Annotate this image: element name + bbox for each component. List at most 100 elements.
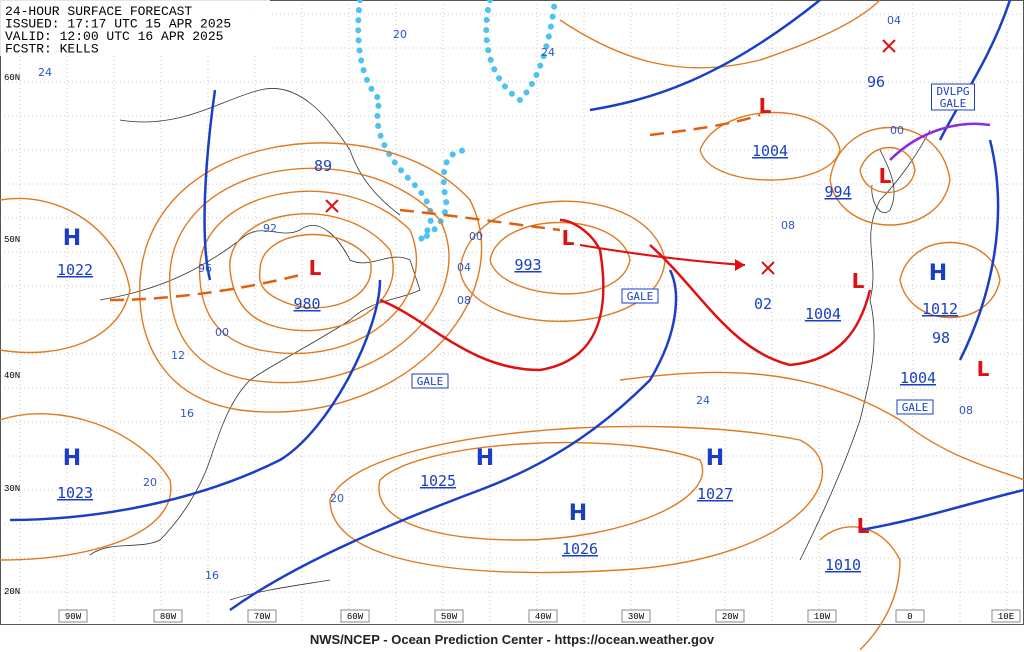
lon-label-box (58, 609, 88, 623)
high-pressure: 1027 (697, 485, 733, 503)
cold-front (203, 89, 217, 281)
high-symbol: H (63, 446, 81, 471)
lat-label: 20N (4, 587, 20, 597)
low-symbol: L (857, 514, 870, 538)
high-symbol: H (706, 446, 724, 471)
footer: NWS/NCEP - Ocean Prediction Center - htt… (310, 632, 715, 647)
lon-label-box (895, 609, 925, 623)
cold-front (229, 269, 678, 612)
low-symbol: L (562, 226, 575, 250)
pressure-label: 02 (754, 295, 772, 313)
lon-label: 60W (347, 612, 364, 622)
lon-label-box (153, 609, 183, 623)
lon-label-box (434, 609, 464, 623)
pressure-label: 98 (932, 329, 950, 347)
low-pressure: 1004 (900, 369, 936, 387)
cold-front (958, 139, 1000, 361)
coastlines (89, 88, 931, 601)
occluded-front (889, 122, 991, 161)
warm-front (649, 244, 872, 367)
lat-label: 50N (4, 235, 20, 245)
low-pressure: 1010 (825, 556, 861, 574)
isobar-label: 08 (457, 294, 471, 307)
low-symbol: L (879, 164, 892, 188)
isobar-label: 08 (781, 219, 795, 232)
lon-label: 10E (998, 612, 1014, 622)
low-pressure: 1004 (752, 142, 788, 160)
ice-edge (355, 0, 558, 243)
high-pressure: 1023 (57, 484, 93, 502)
lon-label: 70W (254, 612, 271, 622)
low-symbol: L (759, 94, 772, 118)
lon-label-box (991, 609, 1021, 623)
low-symbol: L (309, 256, 322, 280)
lat-label: 30N (4, 484, 20, 494)
isobar-label: 92 (263, 222, 277, 235)
lon-label: 80W (160, 612, 177, 622)
warning-box (621, 288, 659, 304)
isobar-label: 04 (457, 261, 471, 274)
warm-front (379, 218, 605, 372)
future-position (325, 39, 896, 275)
pressure-label: 96 (867, 73, 885, 91)
high-symbol: H (569, 501, 587, 526)
isobar-label: 96 (198, 262, 212, 275)
isobar-label: 08 (959, 404, 973, 417)
isobar-label: 00 (890, 124, 904, 137)
low-symbol: L (977, 357, 990, 381)
track-arrow (579, 244, 746, 266)
trough (649, 113, 761, 137)
lon-label: 30W (628, 612, 645, 622)
lon-label: 20W (722, 612, 739, 622)
isobar-label: 00 (215, 326, 229, 339)
low-pressure: 1004 (805, 305, 841, 323)
labels: H1022H1023H1025H1026H1027H1012L980L993L1… (38, 14, 990, 582)
high-symbol: H (63, 226, 81, 251)
isobar-label: 24 (541, 46, 555, 59)
header-box (0, 0, 270, 56)
header-line: VALID: 12:00 UTC 16 APR 2025 (5, 29, 223, 44)
header-line: FCSTR: KELLS (5, 42, 99, 57)
warning-label: DVLPG GALE (936, 85, 969, 110)
isobar-label: 24 (38, 66, 52, 79)
cold-front (9, 279, 382, 522)
isobar-label: 16 (205, 569, 219, 582)
lon-label-box (715, 609, 745, 623)
lon-label: 0 (907, 612, 912, 622)
isobar-label: 20 (143, 476, 157, 489)
isobar-label: 16 (180, 407, 194, 420)
high-pressure: 1022 (57, 261, 93, 279)
isobar-label: 20 (330, 492, 344, 505)
pressure-label: 89 (314, 157, 332, 175)
high-symbol: H (929, 261, 947, 286)
header-line: ISSUED: 17:17 UTC 15 APR 2025 (5, 17, 231, 32)
high-pressure: 1012 (922, 300, 958, 318)
lon-label: 40W (535, 612, 552, 622)
warning-box (931, 83, 975, 111)
warning-label: GALE (627, 290, 654, 303)
fronts (9, 0, 1024, 612)
cold-front (859, 488, 1024, 532)
lat-label: 40N (4, 371, 20, 381)
warning-label: GALE (902, 401, 929, 414)
lon-label: 10W (814, 612, 831, 622)
arrow-head (735, 259, 745, 271)
isobar-label: 24 (696, 394, 710, 407)
lon-label-box (340, 609, 370, 623)
lon-label-box (528, 609, 558, 623)
warning-label: GALE (417, 375, 444, 388)
graticule: 90W 80W 70W 60W 50W 40W 30W 20W 10W 0 10E 60N 50N 40N… (0, 0, 1024, 625)
low-pressure: 994 (824, 183, 851, 201)
lon-label: 90W (65, 612, 82, 622)
high-pressure: 1025 (420, 472, 456, 490)
lon-label: 50W (441, 612, 458, 622)
trough (109, 273, 301, 302)
isobar-label: 20 (393, 28, 407, 41)
low-pressure: 980 (293, 295, 320, 313)
isobar-label: 00 (469, 230, 483, 243)
low-pressure: 993 (514, 256, 541, 274)
